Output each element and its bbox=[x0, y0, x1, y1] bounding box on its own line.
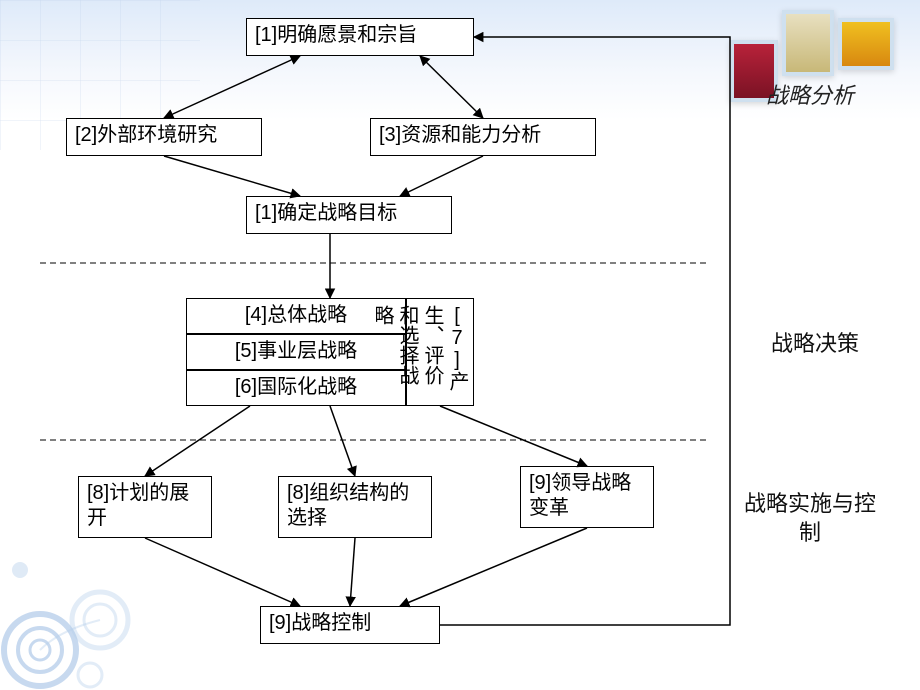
node-external-research: [2]外部环境研究 bbox=[66, 118, 262, 156]
node-plan-deploy: [8]计划的展开 bbox=[78, 476, 212, 538]
node-strategic-goals: [1]确定战略目标 bbox=[246, 196, 452, 234]
node-lead-change: [9]领导战略变革 bbox=[520, 466, 654, 528]
node-vision-mission: [1]明确愿景和宗旨 bbox=[246, 18, 474, 56]
decoration-swirls bbox=[0, 530, 180, 690]
node-org-structure: [8]组织结构的选择 bbox=[278, 476, 432, 538]
node-strategic-control: [9]战略控制 bbox=[260, 606, 440, 644]
node-business-strategy: [5]事业层战略 bbox=[186, 334, 406, 370]
node-evaluate-select: [7]产生、评价和选择战略 bbox=[406, 298, 474, 406]
side-label-analysis: 战略分析 bbox=[750, 82, 870, 111]
node-resource-analysis: [3]资源和能力分析 bbox=[370, 118, 596, 156]
side-label-decision: 战略决策 bbox=[770, 330, 860, 359]
side-label-implementation: 战略实施与控制 bbox=[740, 490, 880, 547]
decoration-frames bbox=[730, 10, 910, 130]
node-intl-strategy: [6]国际化战略 bbox=[186, 370, 406, 406]
